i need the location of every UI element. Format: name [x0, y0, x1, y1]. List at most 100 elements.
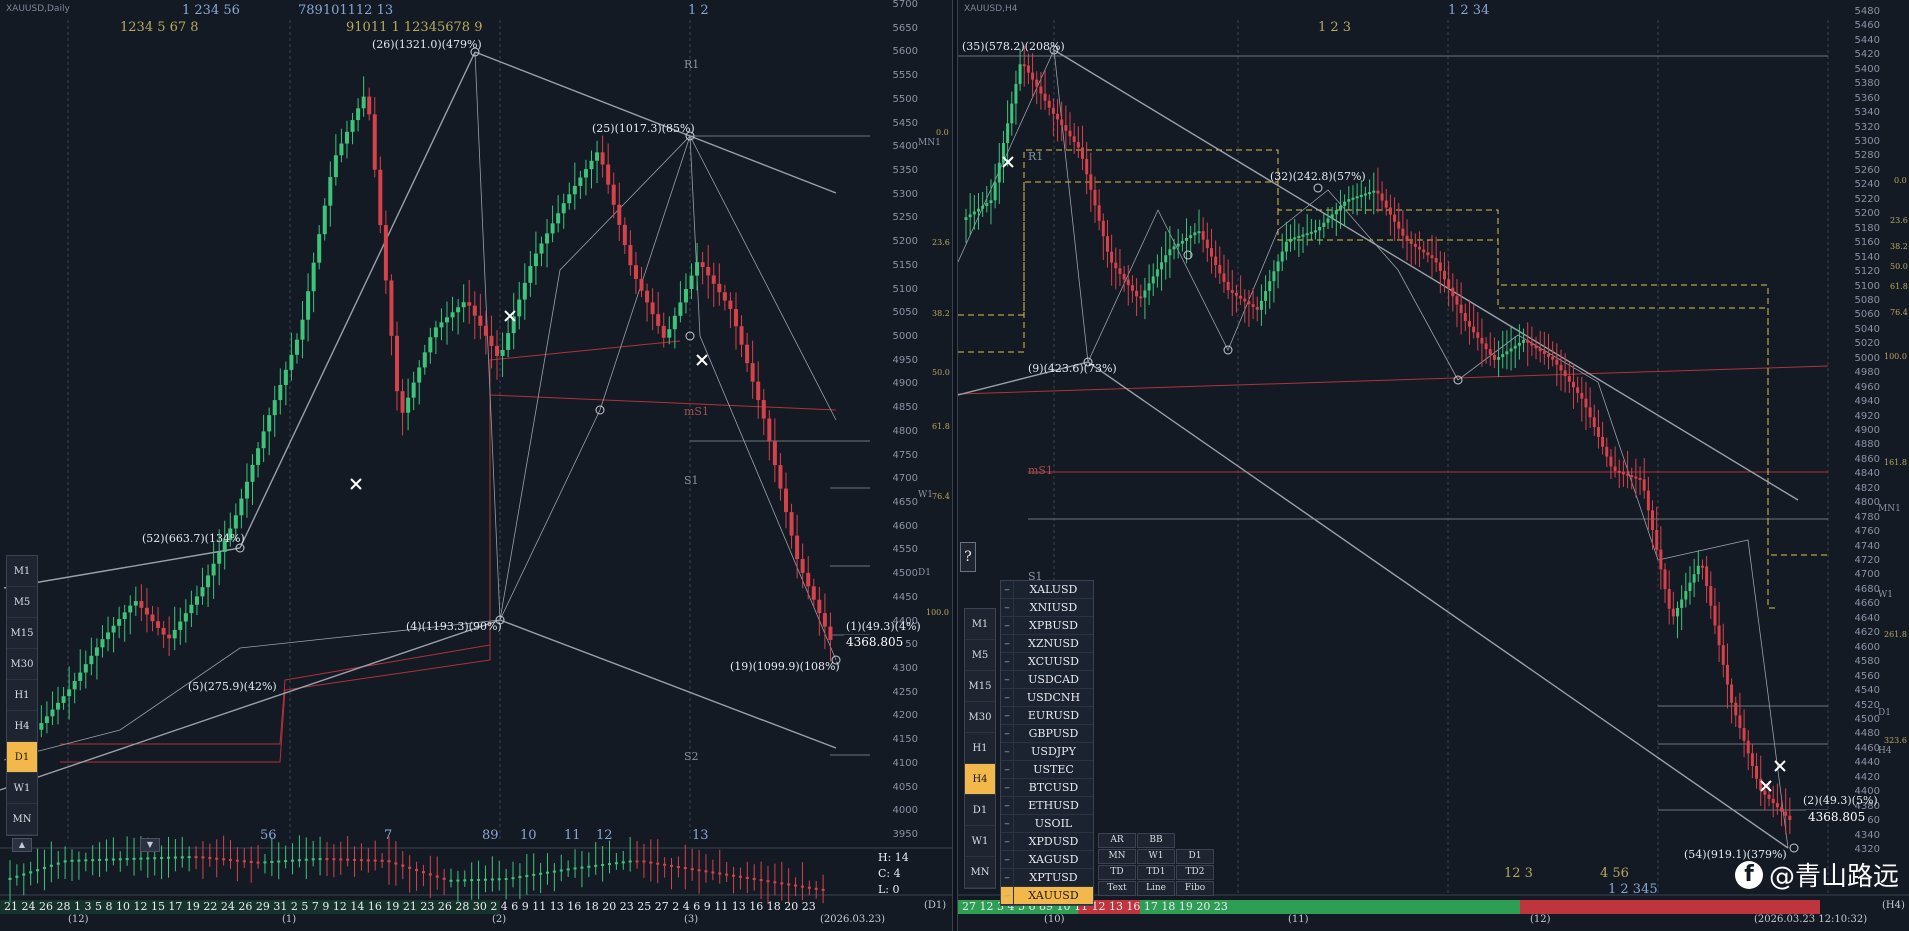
symbol-item[interactable]: – XCUUSD — [1001, 653, 1093, 671]
tool-button[interactable]: AR — [1098, 833, 1136, 848]
scroll-down-button[interactable]: ▼ — [140, 838, 160, 852]
fibo-level: 50.0 — [932, 368, 950, 377]
price-tick-label: 5240 — [1854, 179, 1880, 191]
timeframe-d1[interactable]: D1 — [7, 742, 37, 773]
tool-button[interactable]: Fibo — [1176, 881, 1214, 896]
price-tick-label: 4400 — [892, 615, 918, 627]
remove-symbol-icon[interactable]: – — [1001, 653, 1014, 670]
timeframe-m30[interactable]: M30 — [7, 649, 37, 680]
tool-button[interactable]: MN — [1098, 849, 1136, 864]
symbol-item[interactable]: – USOIL — [1001, 815, 1093, 833]
symbol-item[interactable]: – USDCNH — [1001, 689, 1093, 707]
scroll-up-button[interactable]: ▲ — [12, 838, 32, 852]
timeframe-m1[interactable]: M1 — [7, 556, 37, 587]
symbol-item[interactable]: – XZNUSD — [1001, 635, 1093, 653]
remove-symbol-icon[interactable]: – — [1001, 797, 1014, 814]
x-marker — [504, 310, 516, 322]
tool-button[interactable]: Line — [1137, 881, 1175, 896]
price-tick-label: 5040 — [1854, 323, 1880, 335]
zigzag-line — [3, 134, 837, 761]
symbol-item[interactable]: – BTCUSD — [1001, 779, 1093, 797]
tool-button[interactable]: W1 — [1137, 849, 1175, 864]
timeframe-d1[interactable]: D1 — [965, 795, 995, 826]
daily-chart-pane[interactable]: XAUUSD,Daily 1 234 56 789101112 13 1234 … — [0, 0, 953, 931]
candle-body — [15, 875, 19, 878]
remove-symbol-icon[interactable]: – — [1001, 617, 1014, 634]
timeframe-m15[interactable]: M15 — [7, 618, 37, 649]
candle-body — [1243, 298, 1247, 302]
date-axis: 27 12 3 4 5 6 89 10 11 12 13 16 17 18 19… — [962, 900, 1228, 913]
tool-button[interactable]: Text — [1098, 881, 1136, 896]
candle-body — [559, 869, 563, 872]
remove-symbol-icon[interactable]: – — [1001, 761, 1014, 778]
timeframe-mn[interactable]: MN — [7, 804, 37, 835]
remove-symbol-icon[interactable]: – — [1001, 779, 1014, 796]
timeframe-selector: M1 M5 M15 M30 H1 H4 D1 W1 MN — [964, 608, 996, 889]
fibo-level: 61.8 — [1890, 282, 1908, 291]
candle-body — [1026, 65, 1030, 73]
timeframe-m5[interactable]: M5 — [7, 587, 37, 618]
symbol-item[interactable]: – GBPUSD — [1001, 725, 1093, 743]
daily-price-chart — [0, 20, 952, 914]
candle-body — [1355, 196, 1359, 199]
remove-symbol-icon[interactable]: – — [1001, 689, 1014, 706]
remove-symbol-icon[interactable]: – — [1001, 599, 1014, 616]
help-button[interactable]: ? — [960, 542, 976, 572]
timeframe-h1[interactable]: H1 — [965, 733, 995, 764]
timeframe-m5[interactable]: M5 — [965, 640, 995, 671]
tool-button[interactable]: TD2 — [1176, 865, 1214, 880]
remove-symbol-icon[interactable]: – — [1001, 887, 1014, 904]
symbol-item[interactable]: – USTEC — [1001, 761, 1093, 779]
tool-button[interactable]: D1 — [1176, 849, 1214, 864]
candle-body — [421, 871, 425, 874]
fibo-level: 0.0 — [936, 128, 949, 137]
timeframe-h1[interactable]: H1 — [7, 680, 37, 711]
timeframe-m1[interactable]: M1 — [965, 609, 995, 640]
tool-button[interactable]: TD1 — [1137, 865, 1175, 880]
candle-body — [1442, 270, 1446, 280]
candle-body — [800, 885, 804, 888]
stat-high: H: 14 — [878, 851, 909, 864]
remove-symbol-icon[interactable]: – — [1001, 671, 1014, 688]
timeframe-h4[interactable]: H4 — [7, 711, 37, 742]
timeframe-w1[interactable]: W1 — [7, 773, 37, 804]
candle-body — [1018, 64, 1022, 84]
symbol-item[interactable]: – ETHUSD — [1001, 797, 1093, 815]
timeframe-m15[interactable]: M15 — [965, 671, 995, 702]
symbol-item[interactable]: – XAUUSD — [1001, 887, 1093, 905]
symbol-item[interactable]: – XAGUSD — [1001, 851, 1093, 869]
tool-button[interactable]: TD — [1098, 865, 1136, 880]
remove-symbol-icon[interactable]: – — [1001, 581, 1014, 598]
symbol-item[interactable]: – USDJPY — [1001, 743, 1093, 761]
symbol-item[interactable]: – XPBUSD — [1001, 617, 1093, 635]
candle-body — [78, 672, 83, 681]
remove-symbol-icon[interactable]: – — [1001, 833, 1014, 850]
last-price-label: 4368.805 — [1806, 810, 1868, 824]
timeframe-mn[interactable]: MN — [965, 857, 995, 888]
candle-body — [56, 862, 60, 865]
symbol-item[interactable]: – XPDUSD — [1001, 833, 1093, 851]
timeframe-m30[interactable]: M30 — [965, 702, 995, 733]
timeframe-w1[interactable]: W1 — [965, 826, 995, 857]
symbol-item[interactable]: – USDCAD — [1001, 671, 1093, 689]
symbol-item[interactable]: – XALUSD — [1001, 581, 1093, 599]
symbol-item[interactable]: – XNIUSD — [1001, 599, 1093, 617]
remove-symbol-icon[interactable]: – — [1001, 635, 1014, 652]
remove-symbol-icon[interactable]: – — [1001, 851, 1014, 868]
price-tick-label: 5080 — [1854, 294, 1880, 306]
remove-symbol-icon[interactable]: – — [1001, 869, 1014, 886]
candle-body — [1122, 273, 1126, 280]
tool-button[interactable]: BB — [1137, 833, 1175, 848]
remove-symbol-icon[interactable]: – — [1001, 725, 1014, 742]
symbol-name: USDCNH — [1026, 691, 1081, 704]
candle-body — [1596, 427, 1600, 437]
symbol-item[interactable]: – EURUSD — [1001, 707, 1093, 725]
remove-symbol-icon[interactable]: – — [1001, 743, 1014, 760]
candle-body — [567, 194, 572, 204]
candle-body — [1380, 193, 1384, 201]
timeframe-h4[interactable]: H4 — [965, 764, 995, 795]
remove-symbol-icon[interactable]: – — [1001, 815, 1014, 832]
h4-chart-pane[interactable]: XAUUSD,H4 1 2 3 1 2 34 5480 5460 5440 5420 5… — [957, 0, 1909, 931]
symbol-item[interactable]: – XPTUSD — [1001, 869, 1093, 887]
remove-symbol-icon[interactable]: – — [1001, 707, 1014, 724]
